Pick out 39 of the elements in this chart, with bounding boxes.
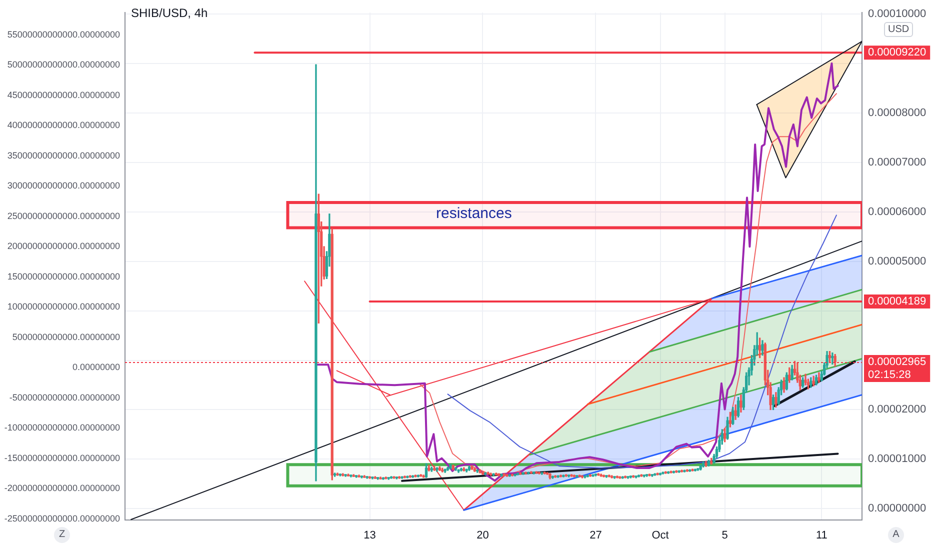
text: Z	[54, 527, 70, 543]
y2-tick-label: -25000000000000.00000000	[4, 513, 120, 524]
y2-tick-label: 10000000000000.00000000	[7, 302, 120, 312]
y-tick-label: 0.00008000	[868, 107, 926, 120]
y2-tick-label: -10000000000000.00000000	[4, 422, 120, 433]
y2-tick-label: -20000000000000.00000000	[4, 483, 120, 494]
x-tick-label: 11	[816, 530, 828, 542]
y2-tick-label: 55000000000000.00000000	[7, 29, 120, 40]
x-tick-label: 27	[590, 530, 602, 542]
data-label: 0.00009220	[868, 46, 926, 59]
y2-tick-label: 35000000000000.00000000	[7, 150, 120, 160]
annotation: resistances	[436, 205, 512, 222]
x-tick-label: Oct	[652, 530, 669, 542]
y2-tick-label: 15000000000000.00000000	[7, 271, 120, 282]
data-label: 0.00004189	[868, 295, 926, 308]
y-tick-label: 0.00005000	[868, 255, 926, 268]
y2-tick-label: 40000000000000.00000000	[7, 120, 120, 130]
y-tick-label: 0.00010000	[868, 8, 926, 20]
text: A	[888, 527, 904, 543]
y2-tick-label: 5000000000000.00000000	[12, 332, 120, 342]
x-tick-label: 13	[364, 530, 376, 542]
x-tick-label: 20	[476, 530, 489, 542]
y2-tick-label: 45000000000000.00000000	[7, 90, 120, 100]
ref-line-label: 0.00002965 02:15:28	[868, 356, 926, 382]
y-axis-title: USD	[884, 22, 914, 37]
x-tick-label: 5	[722, 530, 728, 542]
y2-tick-label: 0.00000000	[72, 362, 120, 372]
chart-title: SHIB/USD, 4h	[131, 6, 208, 20]
y-tick-label: 0.00000000	[868, 502, 926, 515]
y-tick-label: 0.00006000	[868, 206, 926, 218]
y2-tick-label: 20000000000000.00000000	[7, 241, 120, 252]
y2-tick-label: -15000000000000.00000000	[4, 452, 120, 463]
y2-tick-label: 25000000000000.00000000	[7, 210, 120, 221]
y-tick-label: 0.00007000	[868, 156, 926, 168]
y2-tick-label: 50000000000000.00000000	[7, 60, 120, 70]
y2-tick-label: 30000000000000.00000000	[7, 180, 120, 191]
y-tick-label: 0.00002000	[868, 404, 926, 416]
y-tick-label: 0.00001000	[868, 453, 926, 466]
y2-tick-label: -5000000000000.00000000	[9, 392, 120, 402]
